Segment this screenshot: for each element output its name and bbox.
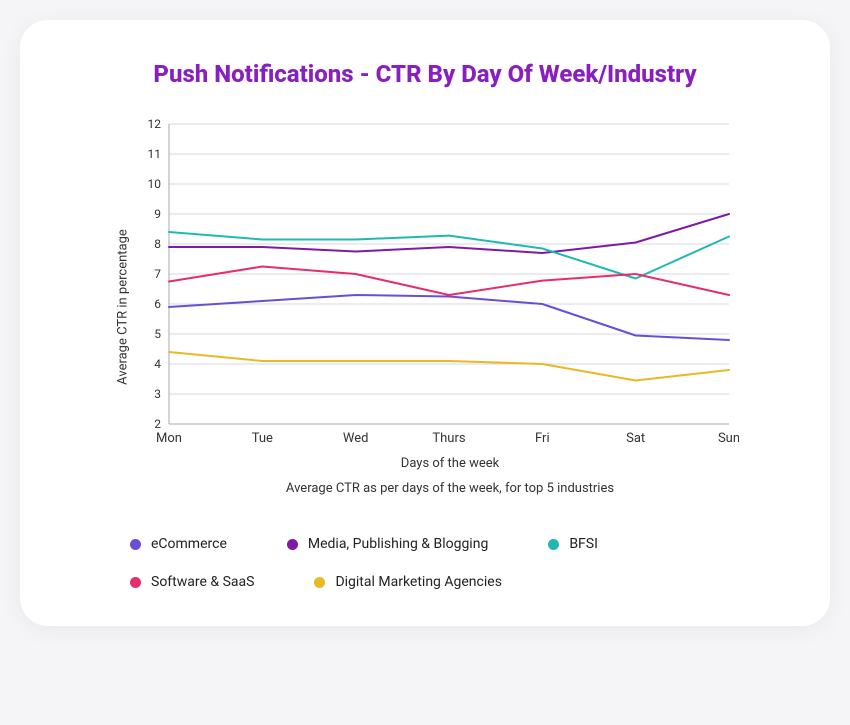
legend-dot-icon bbox=[287, 539, 298, 550]
y-tick-label: 6 bbox=[154, 297, 161, 311]
series-line bbox=[169, 295, 729, 340]
y-tick-label: 2 bbox=[154, 417, 161, 431]
legend-dot-icon bbox=[548, 539, 559, 550]
chart-title: Push Notifications - CTR By Day Of Week/… bbox=[60, 60, 790, 88]
chart-caption: Average CTR as per days of the week, for… bbox=[135, 481, 765, 496]
legend-dot-icon bbox=[130, 539, 141, 550]
legend-item: Digital Marketing Agencies bbox=[314, 574, 501, 590]
legend: eCommerce Media, Publishing & Blogging BFS… bbox=[130, 536, 790, 590]
x-tick-label: Mon bbox=[156, 431, 182, 446]
legend-dot-icon bbox=[314, 577, 325, 588]
x-tick-label: Sat bbox=[626, 431, 645, 446]
y-tick-label: 5 bbox=[154, 327, 161, 341]
legend-item: eCommerce bbox=[130, 536, 227, 552]
legend-item: Media, Publishing & Blogging bbox=[287, 536, 488, 552]
series-line bbox=[169, 214, 729, 253]
legend-row: Software & SaaS Digital Marketing Agencie… bbox=[130, 574, 790, 590]
x-tick-label: Sun bbox=[718, 431, 739, 446]
legend-label: Software & SaaS bbox=[151, 574, 254, 590]
y-tick-label: 10 bbox=[148, 177, 162, 191]
series-line bbox=[169, 267, 729, 296]
y-tick-label: 11 bbox=[148, 147, 162, 161]
x-tick-label: Fri bbox=[535, 431, 550, 446]
y-tick-label: 7 bbox=[154, 267, 161, 281]
legend-item: BFSI bbox=[548, 536, 598, 552]
legend-item: Software & SaaS bbox=[130, 574, 254, 590]
legend-label: eCommerce bbox=[151, 536, 227, 552]
chart-card: Push Notifications - CTR By Day Of Week/… bbox=[20, 20, 830, 626]
x-tick-label: Thurs bbox=[432, 431, 465, 446]
legend-label: Media, Publishing & Blogging bbox=[308, 536, 488, 552]
y-tick-label: 8 bbox=[154, 237, 161, 251]
y-tick-label: 9 bbox=[154, 207, 161, 221]
legend-label: Digital Marketing Agencies bbox=[335, 574, 501, 590]
legend-label: BFSI bbox=[569, 536, 598, 552]
line-chart-svg: 2 3 4 5 6 7 8 9 10 11 12 Mon Tue Wed Thurs Fri Sat Sun bbox=[135, 118, 739, 448]
series-line bbox=[169, 352, 729, 381]
y-tick-label: 12 bbox=[148, 118, 162, 131]
y-tick-label: 4 bbox=[154, 357, 161, 371]
y-tick-label: 3 bbox=[154, 387, 161, 401]
legend-dot-icon bbox=[130, 577, 141, 588]
x-axis-label: Days of the week bbox=[135, 456, 765, 471]
legend-row: eCommerce Media, Publishing & Blogging BFS… bbox=[130, 536, 790, 552]
chart-area: Average CTR in percentage 2 3 4 5 6 7 8 9 10 11 12… bbox=[85, 118, 765, 496]
y-axis-label: Average CTR in percentage bbox=[115, 229, 130, 385]
x-tick-label: Wed bbox=[343, 431, 369, 446]
x-tick-label: Tue bbox=[252, 431, 273, 446]
